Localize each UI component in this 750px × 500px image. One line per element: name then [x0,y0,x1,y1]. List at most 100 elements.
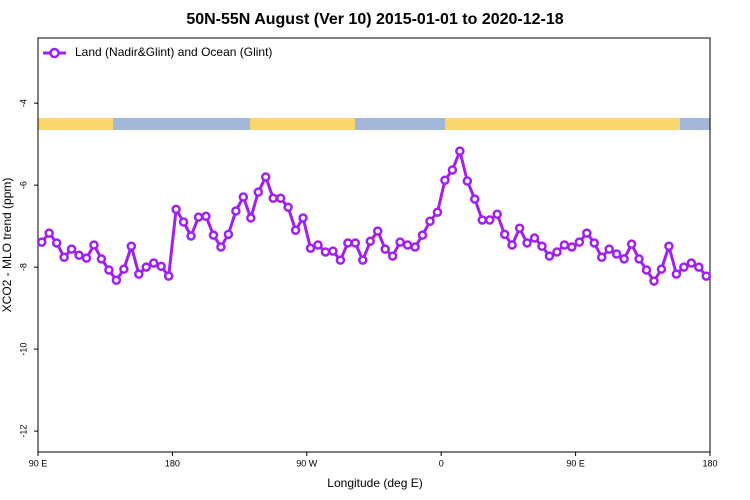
data-point [328,246,338,256]
y-tick-label: -10 [18,343,28,356]
data-point [507,240,517,250]
data-point [529,233,540,243]
data-point [208,230,219,240]
data-point [395,237,405,247]
data-point [679,262,689,272]
y-tick-label: -6 [18,181,28,189]
data-point [596,252,607,263]
data-point [253,187,264,197]
data-point [290,225,301,235]
data-point [216,242,226,252]
data-point [671,269,682,279]
x-tick-label: 90 E [29,458,48,468]
data-point [275,193,286,204]
data-point [619,254,629,264]
data-point [567,242,577,252]
data-point [186,231,196,241]
data-point [201,211,211,222]
data-point [141,262,152,272]
y-tick-label: -8 [18,263,28,271]
data-point [298,213,308,223]
data-point [410,242,420,252]
x-tick-label: 180 [165,458,180,468]
legend-label: Land (Nadir&Glint) and Ocean (Glint) [75,45,272,59]
data-point [522,238,532,248]
data-point [440,175,450,185]
data-point [664,241,674,251]
data-point [350,238,361,248]
data-point [171,204,181,215]
data-point [552,247,562,257]
x-axis-label: Longitude (deg E) [327,476,422,490]
data-point [484,215,495,225]
data-point [283,202,293,213]
data-point [701,271,712,281]
data-point [626,239,637,249]
data-point [470,194,480,204]
data-point [104,265,114,275]
data-point [499,229,510,240]
data-point [246,213,256,223]
legend-marker [49,47,60,59]
data-point [260,172,271,182]
data-point [163,271,174,281]
data-point [492,209,502,220]
data-point [574,237,585,247]
land-ocean-strip [38,118,710,130]
data-point [66,244,77,254]
x-tick-label: 0 [439,458,444,468]
data-point [514,223,525,233]
data-point [694,262,704,272]
data-point [582,228,592,238]
data-point [425,216,435,226]
data-point [320,247,331,257]
data-point [305,243,316,254]
x-tick-label: 90 W [296,458,318,468]
data-point [193,212,204,222]
data-point [89,240,99,250]
data-point [686,258,697,268]
data-point [537,241,547,251]
data-point [544,251,555,261]
data-point [462,176,473,186]
y-axis-label: XCO2 - MLO trend (ppm) [0,178,14,313]
data-point [268,193,278,204]
data-point [156,261,166,272]
data-point [313,240,323,250]
data-point [358,255,368,265]
data-point [238,192,249,202]
data-point [641,265,652,275]
data-point [51,238,62,248]
data-point [455,146,465,156]
data-point [178,217,189,227]
data-point [81,253,92,263]
data-point [335,255,346,265]
x-tick-label: 180 [702,458,717,468]
data-point [126,241,137,251]
land [445,118,680,130]
y-tick-label: -4 [18,99,28,107]
data-point [417,230,428,240]
land [250,118,355,130]
x-tick-label: 90 E [566,458,585,468]
data-point [649,276,659,286]
data-point [380,244,390,254]
data-point [611,249,622,259]
data-point [604,244,614,254]
data-point [148,258,159,268]
data-point [44,228,54,238]
y-tick-label: -12 [18,425,28,438]
series-line [40,149,708,283]
data-point [432,207,443,217]
data-point [477,215,488,225]
data-point [223,229,234,240]
data-point [134,269,144,279]
data-point [402,240,413,250]
data-point [372,226,383,236]
data-point [231,206,241,216]
data-point [96,254,107,264]
data-point [656,264,667,274]
data-point [343,238,353,248]
data-point [447,165,458,175]
